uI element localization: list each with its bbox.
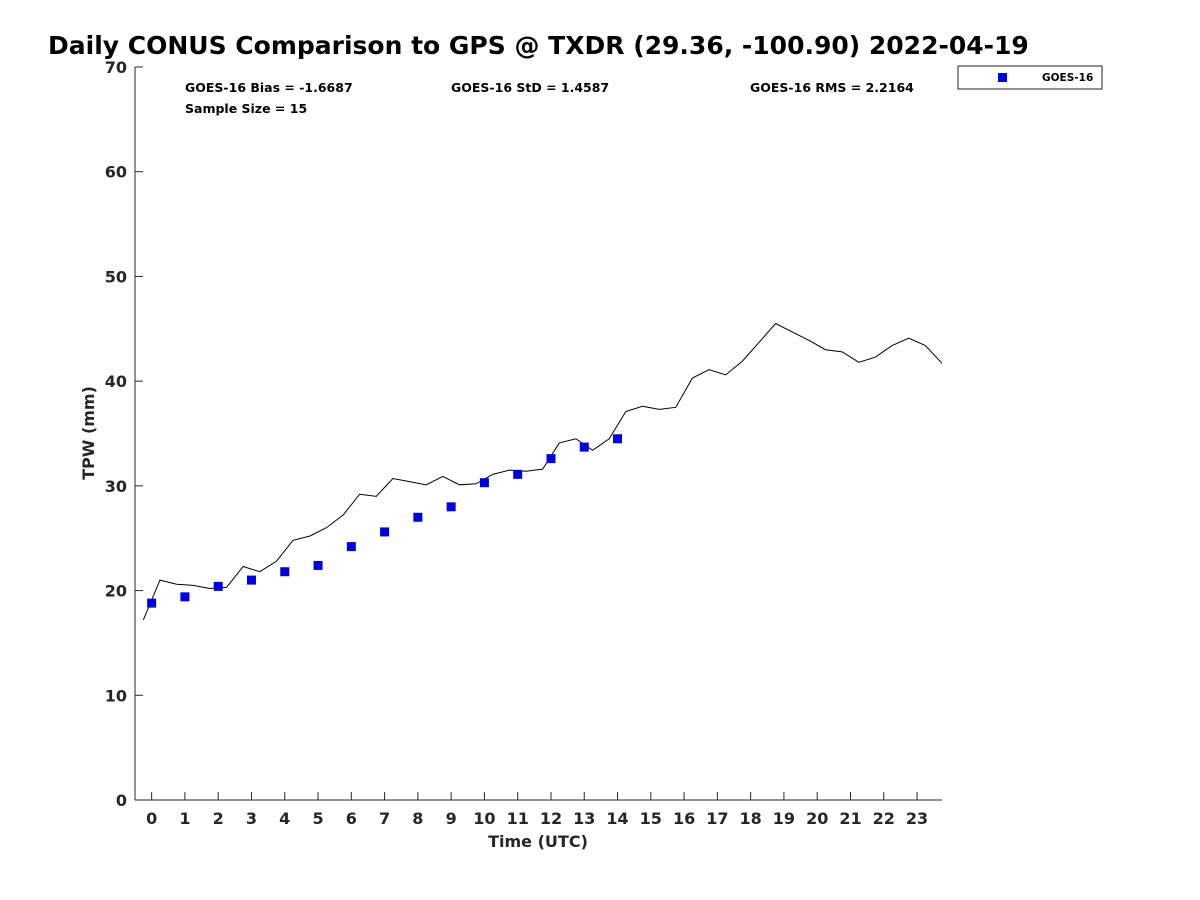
- x-tick-label: 14: [606, 809, 628, 828]
- x-tick-label: 7: [379, 809, 390, 828]
- x-tick-label: 20: [806, 809, 828, 828]
- legend-box: [957, 65, 1103, 90]
- x-tick-label: 18: [740, 809, 762, 828]
- x-tick-label: 10: [473, 809, 495, 828]
- legend-label-goes16: GOES-16: [1042, 72, 1093, 84]
- goes16-point: [513, 469, 523, 479]
- y-tick-label: 0: [116, 791, 127, 810]
- y-tick-label: 70: [105, 58, 127, 77]
- x-axis-label: Time (UTC): [488, 832, 588, 851]
- x-tick-label: 3: [246, 809, 257, 828]
- y-tick-label: 60: [105, 163, 127, 182]
- x-tick-label: 5: [312, 809, 323, 828]
- goes16-point: [280, 567, 290, 577]
- legend: GOES-16: [957, 65, 1103, 90]
- y-tick-label: 50: [105, 267, 127, 286]
- goes16-point: [579, 442, 589, 452]
- x-tick-label: 2: [213, 809, 224, 828]
- y-axis-label: TPW (mm): [79, 386, 98, 480]
- rms-stat: GOES-16 RMS = 2.2164: [750, 80, 914, 95]
- goes16-point: [380, 527, 390, 537]
- y-tick-label: 10: [105, 686, 127, 705]
- x-tick-label: 4: [279, 809, 290, 828]
- std-stat: GOES-16 StD = 1.4587: [451, 80, 609, 95]
- x-tick-label: 23: [906, 809, 928, 828]
- x-tick-label: 22: [873, 809, 895, 828]
- y-tick-label: 20: [105, 582, 127, 601]
- x-tick-label: 6: [346, 809, 357, 828]
- goes16-point: [613, 434, 623, 444]
- goes16-point: [413, 512, 423, 522]
- goes16-series: [147, 434, 623, 608]
- gps-line: [142, 322, 943, 621]
- goes16-point: [446, 502, 456, 512]
- x-tick-label: 16: [673, 809, 695, 828]
- y-tick-label: 40: [105, 372, 127, 391]
- goes16-point: [180, 592, 190, 602]
- x-tick-label: 17: [706, 809, 728, 828]
- x-tick-label: 15: [640, 809, 662, 828]
- sample-size-stat: Sample Size = 15: [185, 101, 307, 116]
- x-tick-label: 9: [446, 809, 457, 828]
- legend-marker-goes16: [998, 73, 1007, 82]
- goes16-point: [246, 575, 256, 585]
- goes16-point: [213, 581, 223, 591]
- bias-stat: GOES-16 Bias = -1.6687: [185, 80, 353, 95]
- stats-annotations: GOES-16 Bias = -1.6687 GOES-16 StD = 1.4…: [185, 80, 914, 116]
- x-ticks: 0 1 2 3 4 5 6 7 8 9 10 11 12 13 14 15 16 17 18 19 20 21 22 23: [146, 792, 928, 828]
- chart-title: Daily CONUS Comparison to GPS @ TXDR (29…: [48, 31, 1029, 60]
- x-tick-label: 19: [773, 809, 795, 828]
- x-tick-label: 8: [412, 809, 423, 828]
- goes16-point: [546, 454, 556, 464]
- x-tick-label: 1: [179, 809, 190, 828]
- x-tick-label: 0: [146, 809, 157, 828]
- goes16-point: [313, 560, 323, 570]
- goes16-point: [346, 542, 356, 552]
- x-tick-label: 11: [507, 809, 529, 828]
- x-tick-label: 12: [540, 809, 562, 828]
- gps-series: [142, 322, 943, 621]
- x-tick-label: 21: [839, 809, 861, 828]
- goes16-point: [147, 598, 157, 608]
- goes16-point: [479, 478, 489, 488]
- x-tick-label: 13: [573, 809, 595, 828]
- y-ticks: 0 10 20 30 40 50 60 70: [105, 58, 143, 810]
- y-tick-label: 30: [105, 477, 127, 496]
